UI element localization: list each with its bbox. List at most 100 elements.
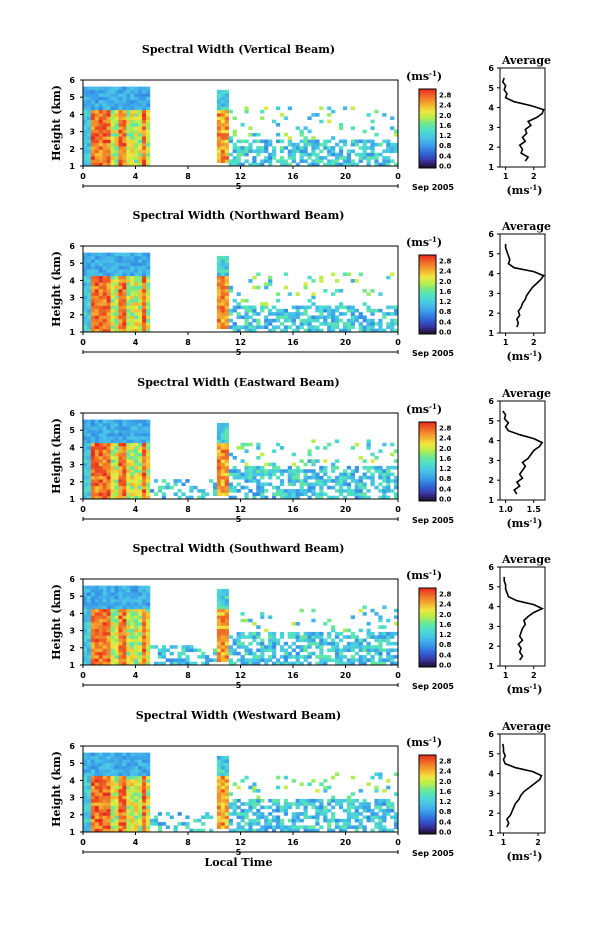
heatmap-cell [311,142,316,147]
heatmap-cell [138,99,143,104]
heatmap-cell [307,661,312,666]
heatmap-cell [185,479,190,483]
heatmap-cell [335,318,340,323]
heatmap-cell [122,93,127,97]
heatmap-cell [126,495,131,500]
heatmap-cell [224,818,229,823]
heatmap-cell [98,259,103,263]
y-tick-label: 4 [69,609,75,618]
heatmap-cell [287,162,292,167]
heatmap-cell [106,422,111,427]
heatmap-cell [370,139,375,144]
heatmap-cell [122,255,127,260]
heatmap-cell [106,429,111,434]
heatmap-cell [279,808,285,813]
heatmap-cell [114,762,119,767]
heatmap-cell [86,822,92,826]
heatmap-cell [327,655,332,659]
heatmap-cell [224,475,229,480]
heatmap-cell [114,89,119,94]
heatmap-cell [220,149,226,154]
heatmap-cell [342,156,348,160]
heatmap-cell [86,475,92,480]
heatmap-cell [331,798,336,803]
heatmap-cell [146,106,151,111]
heatmap-cell [90,106,96,111]
heatmap-cell [122,162,127,167]
heatmap-cell [216,142,222,147]
heatmap-cell [362,485,367,490]
heatmap-cell [102,765,107,770]
heatmap-cell [110,103,115,107]
heatmap-cell [319,485,324,490]
heatmap-cell [169,485,174,490]
heatmap-cell [216,436,222,440]
heatmap-cell [291,152,296,157]
heatmap-cell [354,828,359,833]
y-tick-label: 5 [69,426,75,435]
colorbar-swatch [419,98,436,102]
heatmap-cell [86,308,92,313]
heatmap-cell [287,156,292,160]
heatmap-cell [327,641,332,646]
heatmap-cell [260,658,265,662]
heatmap-cell [90,308,96,313]
heatmap-cell [370,318,375,323]
heatmap-cell [252,479,257,483]
x-tick-label: 8 [185,838,191,847]
heatmap-cell [220,815,226,820]
heatmap-cell [94,645,100,649]
y-tick-label: 3 [69,461,75,470]
y-tick-label: 3 [69,294,75,303]
heatmap-cell [220,762,226,767]
heatmap-cell [102,762,107,767]
heatmap-cell [197,818,202,823]
heatmap-cell [378,472,383,477]
colorbar-frame [418,587,437,668]
heatmap-cell [106,641,111,646]
heatmap-cell [386,312,391,316]
heatmap-cell [86,638,92,643]
colorbar-swatch [419,824,436,827]
heatmap-cell [122,618,127,623]
heatmap-cell [319,142,324,147]
colorbar-swatch [419,832,436,835]
heatmap-cell [126,595,131,600]
heatmap-cell [90,298,96,303]
heatmap-cell [291,635,296,639]
heatmap-cell [220,442,226,447]
heatmap-cell [146,495,151,500]
heatmap-cell [146,252,151,257]
y-tick-label: 3 [69,627,75,636]
heatmap-cell [240,661,245,666]
heatmap-cell [130,631,135,636]
heatmap-cell [83,312,88,316]
heatmap-cell [272,661,277,666]
heatmap-cell [102,442,107,447]
heatmap-cell [122,99,127,104]
heatmap-cell [142,495,147,500]
heatmap-cell [106,472,111,477]
heatmap-cell [252,305,257,310]
heatmap-cell [220,635,226,639]
heatmap-cell [240,645,245,649]
heatmap-cell [106,588,111,593]
heatmap-cell [94,298,100,303]
heatmap-cell [236,472,241,477]
heatmap-cell [311,482,316,487]
heatmap-cell [287,325,292,329]
heatmap-cell [130,592,135,596]
heatmap-cell [118,308,123,313]
heatmap-cell [126,452,131,457]
colorbar-swatch [419,274,436,278]
colorbar-swatch [419,471,436,474]
heatmap-cell [193,648,198,653]
heatmap-cell [86,462,92,467]
heatmap-cell [177,658,182,662]
heatmap-cell [94,275,100,280]
colorbar-unit: (ms-1) [406,402,442,416]
heatmap-cell [370,328,375,333]
heatmap-cell [374,635,379,639]
heatmap-cell [90,661,96,666]
heatmap-cell [201,661,206,666]
